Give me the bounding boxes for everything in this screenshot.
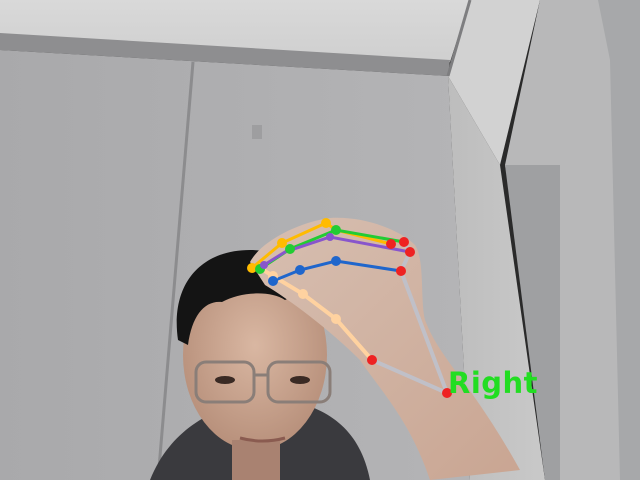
ceiling xyxy=(0,0,470,62)
keypoint-pinky-tip xyxy=(260,261,268,269)
keypoint-ring-dip xyxy=(285,244,295,254)
keypoint-middle-tip xyxy=(247,263,257,273)
keypoint-middle-mcp xyxy=(386,239,396,249)
keypoint-index-dip xyxy=(295,265,305,275)
keypoint-middle-dip xyxy=(277,238,287,248)
pinky-connections xyxy=(262,235,412,267)
handedness-label: Right xyxy=(448,366,539,400)
keypoint-thumb-cmc xyxy=(367,355,377,365)
keypoint-index-tip xyxy=(268,276,278,286)
index-finger-connections xyxy=(271,259,403,283)
keypoint-pinky-mcp xyxy=(405,247,415,257)
keypoint-ring-pip xyxy=(331,225,341,235)
keypoint-ring-mcp xyxy=(399,237,409,247)
keypoint-wrist xyxy=(442,388,452,398)
hand-landmarks xyxy=(247,218,452,398)
keypoint-index-mcp xyxy=(396,266,406,276)
hand xyxy=(250,217,520,480)
keypoint-thumb-ip xyxy=(298,289,308,299)
keypoint-index-pip xyxy=(331,256,341,266)
keypoints xyxy=(247,218,452,398)
ceiling-molding xyxy=(0,33,450,76)
wall-right xyxy=(446,0,640,480)
keypoint-middle-pip xyxy=(321,218,331,228)
glasses xyxy=(194,360,332,404)
keypoint-pinky-pip xyxy=(326,233,334,241)
keypoint-thumb-mcp xyxy=(331,314,341,324)
